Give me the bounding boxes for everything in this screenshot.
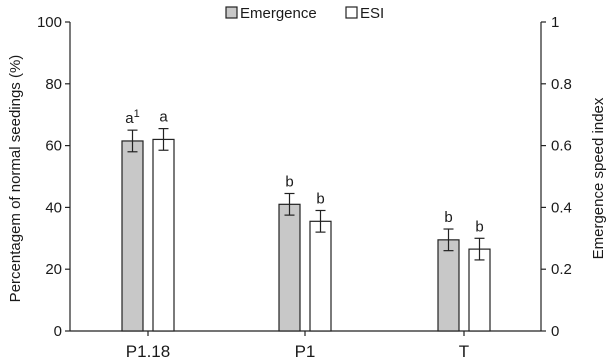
plot-area: 0 20 40 60 80 100 0 0.2 0.4 0.6 0.8 1 Percentagem of… [7, 5, 607, 361]
bar-emergence-t [437, 239, 460, 332]
y2-tick-label: 1 [551, 14, 559, 31]
y-tick-label: 100 [37, 14, 62, 31]
y2-tick-label: 0.2 [551, 261, 572, 278]
y2-tick-label: 0.4 [551, 199, 572, 216]
category-label: P1.18 [126, 342, 170, 361]
bar-emergence-p118 [121, 140, 144, 332]
y-tick-label: 80 [45, 76, 62, 93]
y2-tick-label: 0 [551, 323, 559, 340]
legend-label-emergence: Emergence [240, 5, 317, 22]
category-label: T [459, 342, 469, 361]
legend-swatch-esi [345, 6, 358, 19]
significance-label: a [159, 109, 168, 126]
bar-emergence-p1 [278, 203, 301, 332]
y2-tick-label: 0.6 [551, 138, 572, 155]
bar-esi-t [468, 248, 491, 332]
label-superscript: 1 [134, 108, 140, 120]
significance-label: b [285, 173, 293, 190]
bar-esi-p1 [309, 220, 332, 332]
y-tick-label: 40 [45, 199, 62, 216]
significance-label: a1 [125, 108, 139, 127]
legend-label-esi: ESI [360, 5, 384, 22]
category-label: P1 [295, 342, 316, 361]
significance-label: b [444, 209, 452, 226]
y-axis-title: Percentagem of normal seedings (%) [7, 55, 24, 303]
y-tick-label: 60 [45, 138, 62, 155]
y2-axis-title: Emergence speed index [590, 97, 607, 259]
y-tick-label: 0 [54, 323, 62, 340]
bar-esi-p118 [152, 138, 175, 332]
significance-label: b [316, 190, 324, 207]
legend-swatch-emergence [225, 6, 238, 19]
y-tick-label: 20 [45, 261, 62, 278]
y2-tick-label: 0.8 [551, 76, 572, 93]
significance-label: b [475, 218, 483, 235]
